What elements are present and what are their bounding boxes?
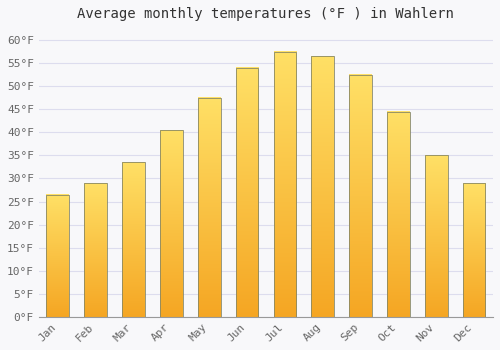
Bar xyxy=(122,162,145,317)
Bar xyxy=(198,98,220,317)
Bar xyxy=(425,155,448,317)
Bar xyxy=(274,52,296,317)
Bar xyxy=(387,112,410,317)
Bar xyxy=(160,130,182,317)
Bar xyxy=(463,183,485,317)
Bar xyxy=(46,195,69,317)
Bar xyxy=(84,183,107,317)
Title: Average monthly temperatures (°F ) in Wahlern: Average monthly temperatures (°F ) in Wa… xyxy=(78,7,454,21)
Bar xyxy=(312,56,334,317)
Bar xyxy=(349,75,372,317)
Bar xyxy=(236,68,258,317)
